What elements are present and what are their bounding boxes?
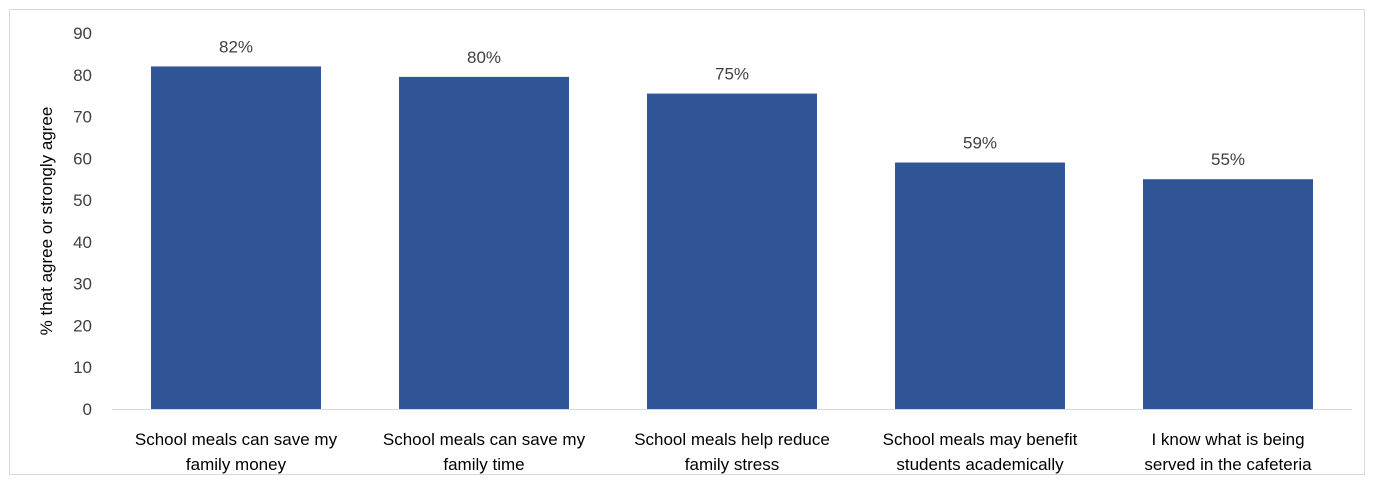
category-label: family stress bbox=[685, 455, 779, 474]
category-label: School meals help reduce bbox=[634, 430, 830, 449]
category-label: family time bbox=[443, 455, 524, 474]
y-tick-label: 0 bbox=[83, 400, 92, 419]
bar bbox=[399, 76, 569, 409]
category-label: School meals can save my bbox=[135, 430, 338, 449]
y-tick-label: 90 bbox=[73, 24, 92, 43]
bar bbox=[895, 162, 1065, 409]
y-tick-label: 80 bbox=[73, 66, 92, 85]
category-label: School meals can save my bbox=[383, 430, 586, 449]
y-tick-label: 10 bbox=[73, 358, 92, 377]
data-label: 80% bbox=[467, 48, 501, 67]
bar bbox=[151, 66, 321, 409]
y-tick-label: 30 bbox=[73, 275, 92, 294]
y-axis-title: % that agree or strongly agree bbox=[37, 107, 56, 336]
category-label: served in the cafeteria bbox=[1144, 455, 1312, 474]
y-tick-label: 60 bbox=[73, 149, 92, 168]
y-tick-label: 70 bbox=[73, 108, 92, 127]
y-tick-label: 40 bbox=[73, 233, 92, 252]
bar bbox=[647, 93, 817, 410]
data-label: 59% bbox=[963, 134, 997, 153]
category-label: family money bbox=[186, 455, 287, 474]
y-tick-label: 50 bbox=[73, 191, 92, 210]
data-label: 82% bbox=[219, 37, 253, 56]
y-tick-label: 20 bbox=[73, 316, 92, 335]
category-label: students academically bbox=[896, 455, 1064, 474]
category-label: I know what is being bbox=[1151, 430, 1304, 449]
data-label: 55% bbox=[1211, 150, 1245, 169]
data-label: 75% bbox=[715, 65, 749, 84]
bar bbox=[1143, 179, 1313, 409]
category-label: School meals may benefit bbox=[883, 430, 1078, 449]
